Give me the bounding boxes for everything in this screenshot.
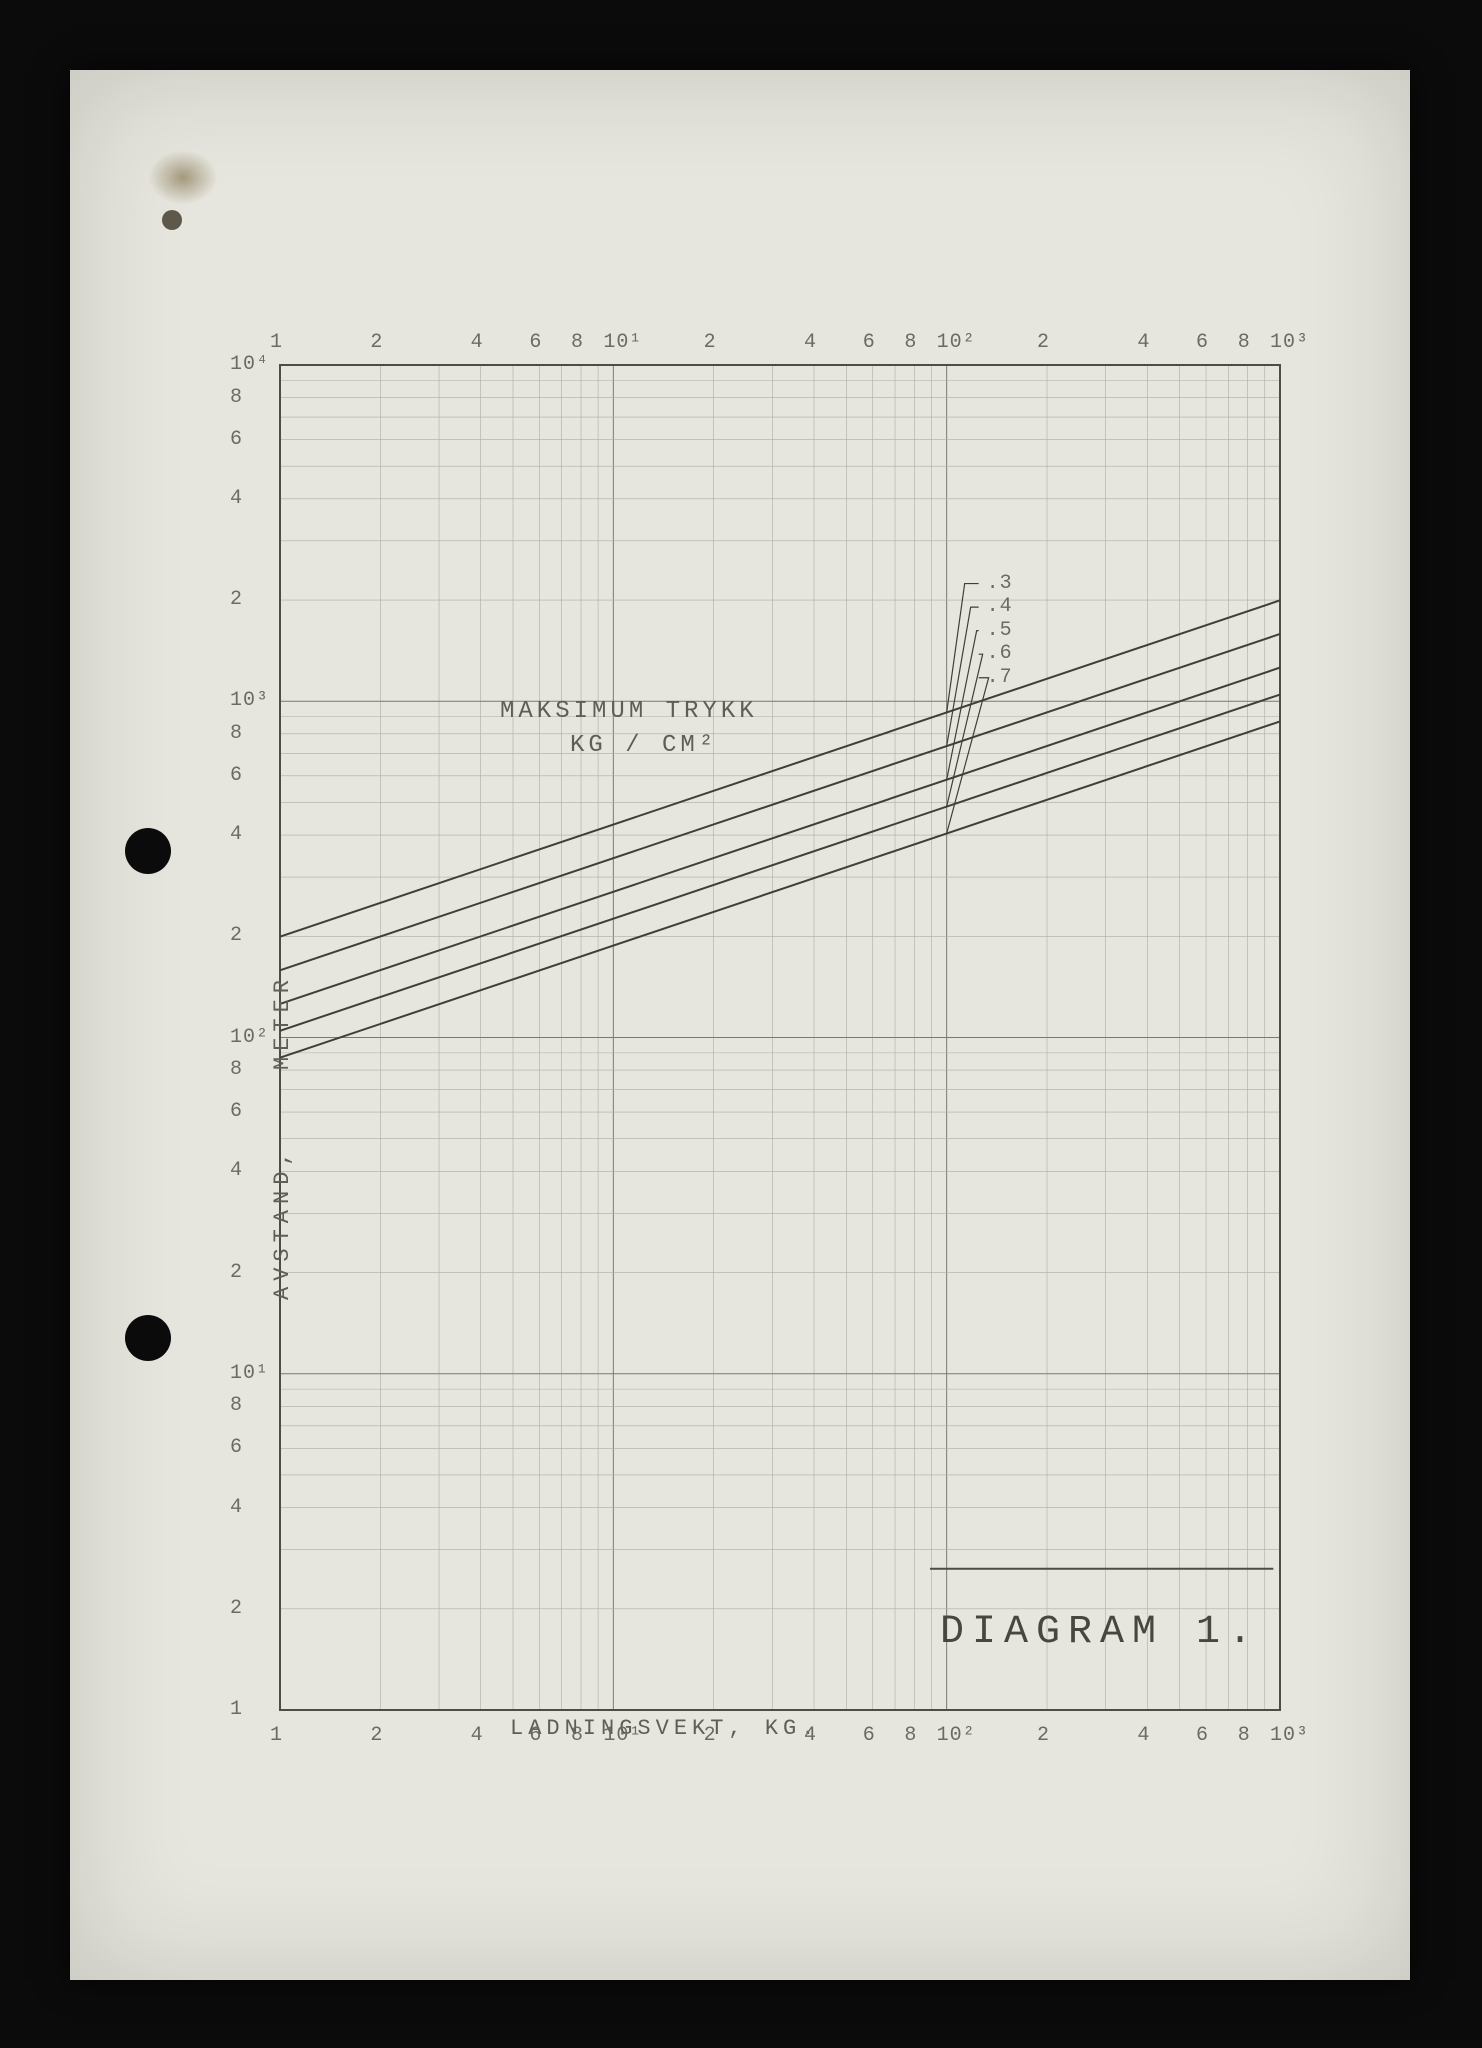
y-tick-label: 2 [230, 924, 243, 947]
x-tick-label: 2 [704, 331, 717, 354]
x-tick-label: 8 [904, 331, 917, 354]
center-label-line2: KG / CM² [570, 732, 717, 759]
y-tick-label: 6 [230, 428, 243, 451]
x-tick-label: 4 [804, 331, 817, 354]
y-axis-label-upper: METER [270, 974, 295, 1070]
y-tick-label: 2 [230, 1597, 243, 1620]
y-tick-label: 4 [230, 1496, 243, 1519]
y-tick-label: 6 [230, 1100, 243, 1123]
x-tick-label: 2 [1037, 1724, 1050, 1747]
y-axis-label-lower: AVSTAND, [270, 1146, 295, 1300]
y-tick-label: 10³ [230, 689, 269, 712]
y-tick-label: 4 [230, 1159, 243, 1182]
x-tick-label: 6 [863, 1724, 876, 1747]
x-tick-label: 10² [937, 1724, 976, 1747]
series-leader-label: .3 [987, 572, 1013, 595]
y-tick-label: 8 [230, 1394, 243, 1417]
series-leader-label: .5 [987, 619, 1013, 642]
x-tick-label: 2 [370, 1724, 383, 1747]
x-tick-label: 8 [571, 1724, 584, 1747]
diagram-title: DIAGRAM 1. [940, 1610, 1260, 1655]
x-tick-label: 8 [1238, 331, 1251, 354]
loglog-chart: AVSTAND, METER MAKSIMUM TRYKK KG / CM² L… [70, 70, 1410, 1980]
x-tick-label: 1 [270, 331, 283, 354]
x-tick-label: 10¹ [603, 331, 642, 354]
series-leader-label: .6 [987, 642, 1013, 665]
x-tick-label: 10³ [1270, 1724, 1309, 1747]
x-tick-label: 4 [1137, 331, 1150, 354]
x-tick-label: 2 [370, 331, 383, 354]
y-tick-label: 2 [230, 588, 243, 611]
x-tick-label: 6 [529, 331, 542, 354]
y-tick-label: 8 [230, 1058, 243, 1081]
y-tick-label: 6 [230, 764, 243, 787]
x-tick-label: 4 [471, 1724, 484, 1747]
y-tick-label: 1 [230, 1698, 243, 1721]
x-tick-label: 2 [1037, 331, 1050, 354]
y-tick-label: 10² [230, 1026, 269, 1049]
x-tick-label: 8 [1238, 1724, 1251, 1747]
x-tick-label: 10³ [1270, 331, 1309, 354]
y-tick-label: 8 [230, 722, 243, 745]
y-tick-label: 4 [230, 823, 243, 846]
center-label-line1: MAKSIMUM TRYKK [500, 698, 758, 725]
x-tick-label: 6 [863, 331, 876, 354]
x-tick-label: 8 [571, 331, 584, 354]
series-leader-label: .4 [987, 595, 1013, 618]
x-tick-label: 10¹ [603, 1724, 642, 1747]
x-tick-label: 6 [529, 1724, 542, 1747]
x-tick-label: 4 [804, 1724, 817, 1747]
x-axis-label: LADNINGSVEKT, KG. [510, 1716, 819, 1741]
y-tick-label: 10⁴ [230, 353, 269, 376]
x-tick-label: 8 [904, 1724, 917, 1747]
paper-sheet: AVSTAND, METER MAKSIMUM TRYKK KG / CM² L… [70, 70, 1410, 1980]
y-tick-label: 10¹ [230, 1362, 269, 1385]
y-tick-label: 2 [230, 1261, 243, 1284]
x-tick-label: 6 [1196, 331, 1209, 354]
x-tick-label: 2 [704, 1724, 717, 1747]
x-tick-label: 1 [270, 1724, 283, 1747]
series-leader-label: .7 [987, 666, 1013, 689]
y-tick-label: 6 [230, 1436, 243, 1459]
x-tick-label: 4 [1137, 1724, 1150, 1747]
y-tick-label: 8 [230, 386, 243, 409]
x-tick-label: 4 [471, 331, 484, 354]
y-tick-label: 4 [230, 487, 243, 510]
x-tick-label: 10² [937, 331, 976, 354]
x-tick-label: 6 [1196, 1724, 1209, 1747]
